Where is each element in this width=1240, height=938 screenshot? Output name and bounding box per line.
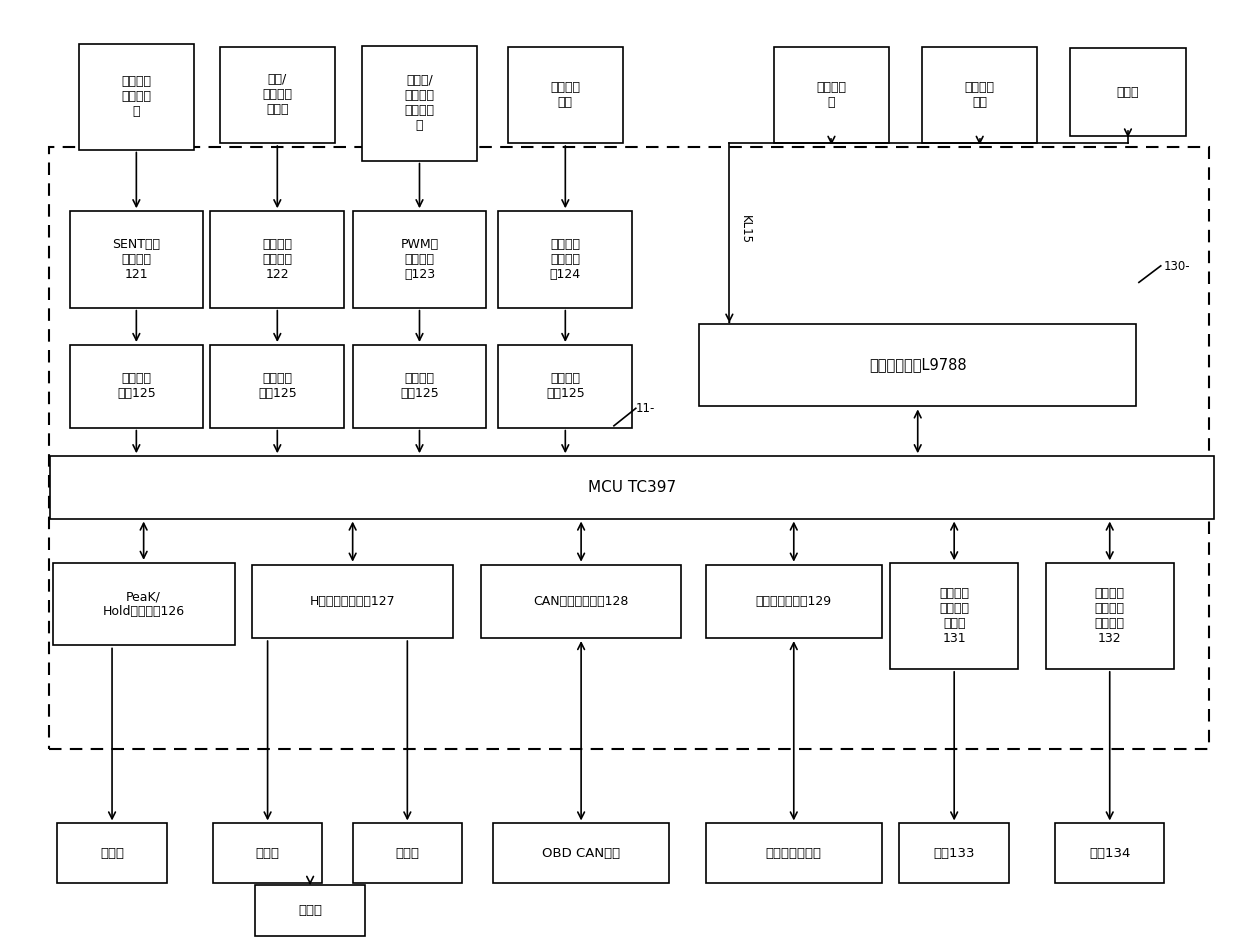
- Bar: [211, 345, 345, 428]
- Bar: [498, 211, 632, 308]
- Text: 11-: 11-: [636, 401, 655, 415]
- Text: 信号调理
电路125: 信号调理 电路125: [258, 372, 296, 401]
- Bar: [219, 47, 335, 144]
- Bar: [1055, 824, 1164, 883]
- Bar: [255, 885, 365, 935]
- Bar: [211, 211, 345, 308]
- Text: 节温器位
置反馈信
号: 节温器位 置反馈信 号: [122, 75, 151, 118]
- Bar: [923, 47, 1038, 144]
- Bar: [498, 345, 632, 428]
- Bar: [253, 565, 453, 638]
- Bar: [494, 824, 670, 883]
- Text: 电源管理模块L9788: 电源管理模块L9788: [869, 357, 966, 372]
- Bar: [352, 345, 486, 428]
- Bar: [706, 824, 882, 883]
- Bar: [362, 46, 477, 160]
- Text: PeaK/
Hold驱动模块126: PeaK/ Hold驱动模块126: [103, 590, 185, 618]
- Text: KL15: KL15: [739, 216, 753, 245]
- Bar: [52, 563, 234, 645]
- Bar: [352, 824, 463, 883]
- Bar: [57, 824, 166, 883]
- Bar: [352, 211, 486, 308]
- Bar: [1070, 49, 1185, 136]
- Text: 比例阀: 比例阀: [1117, 85, 1140, 98]
- Text: 开关量信
号采集模
块124: 开关量信 号采集模 块124: [549, 238, 580, 280]
- Text: 130-: 130-: [1163, 260, 1190, 273]
- Text: OBD CAN接口: OBD CAN接口: [542, 847, 620, 860]
- Text: 以太网通讯接口: 以太网通讯接口: [766, 847, 822, 860]
- Text: MCU TC397: MCU TC397: [588, 480, 676, 495]
- Text: CAN总线通讯模块128: CAN总线通讯模块128: [533, 595, 629, 608]
- Bar: [213, 824, 322, 883]
- Text: 水箱液位
信号: 水箱液位 信号: [551, 81, 580, 109]
- Text: H桥驱动电路模块127: H桥驱动电路模块127: [310, 595, 396, 608]
- Text: 信号调理
电路125: 信号调理 电路125: [401, 372, 439, 401]
- Text: 水泵控制
逆变器驱
动模块
131: 水泵控制 逆变器驱 动模块 131: [939, 587, 970, 645]
- Bar: [69, 211, 203, 308]
- Text: 循环泵控
制逆变器
驱动模块
132: 循环泵控 制逆变器 驱动模块 132: [1095, 587, 1125, 645]
- Bar: [1045, 563, 1173, 669]
- Bar: [69, 345, 203, 428]
- Text: 背压阀: 背压阀: [298, 903, 322, 916]
- Text: 尾排电磁
阀: 尾排电磁 阀: [816, 81, 847, 109]
- Bar: [481, 565, 681, 638]
- Text: 电机133: 电机133: [934, 847, 975, 860]
- Text: 氢气阀: 氢气阀: [100, 847, 124, 860]
- Text: 信号调理
电路125: 信号调理 电路125: [546, 372, 585, 401]
- Text: 主正负继
电器: 主正负继 电器: [965, 81, 994, 109]
- Text: SENT信号
采集模块
121: SENT信号 采集模块 121: [113, 238, 160, 280]
- Text: 组合阀: 组合阀: [255, 847, 279, 860]
- Text: 信号调理
电路125: 信号调理 电路125: [117, 372, 156, 401]
- Bar: [774, 47, 889, 144]
- Bar: [890, 563, 1018, 669]
- Bar: [507, 47, 622, 144]
- Bar: [899, 824, 1009, 883]
- Bar: [50, 456, 1214, 519]
- Bar: [699, 324, 1136, 406]
- Bar: [706, 565, 882, 638]
- Text: 温度/
压力传感
器信号: 温度/ 压力传感 器信号: [263, 73, 293, 116]
- Text: 以太网通讯模块129: 以太网通讯模块129: [755, 595, 832, 608]
- Bar: [48, 147, 1209, 749]
- Text: PWM信
号采集模
块123: PWM信 号采集模 块123: [401, 238, 439, 280]
- Text: 电机134: 电机134: [1089, 847, 1131, 860]
- Text: 背压阀/
组合阀位
置反馈信
号: 背压阀/ 组合阀位 置反馈信 号: [404, 74, 434, 132]
- Bar: [78, 44, 195, 149]
- Text: 节温器: 节温器: [396, 847, 419, 860]
- Text: 模拟信号
采集模块
122: 模拟信号 采集模块 122: [263, 238, 293, 280]
